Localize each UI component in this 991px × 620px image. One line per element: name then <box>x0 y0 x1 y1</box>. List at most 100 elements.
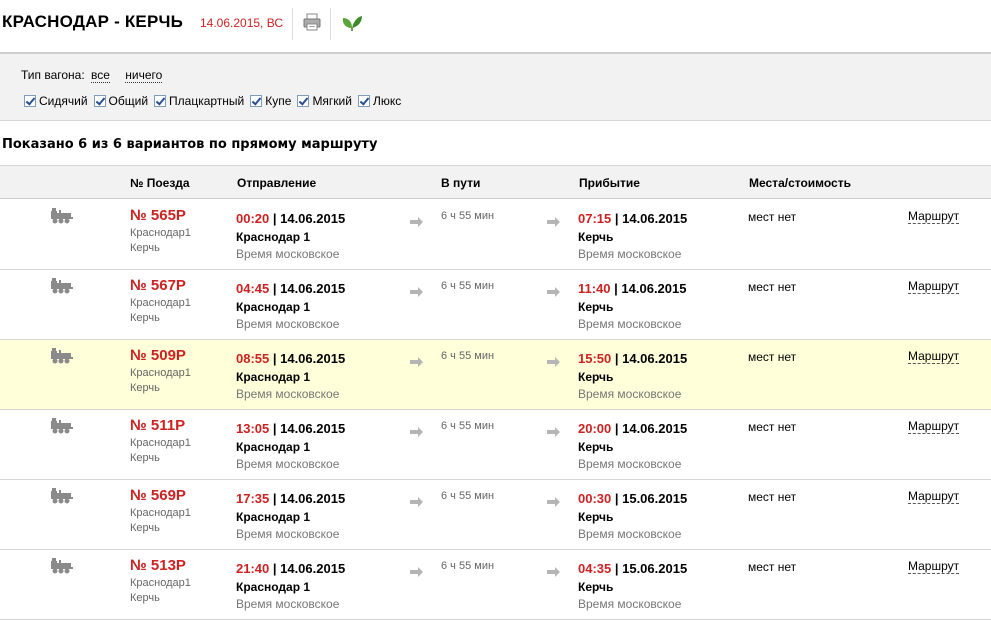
train-number[interactable]: № 513Р <box>130 557 186 574</box>
departure-time: 21:40 | 14.06.2015 <box>236 561 345 576</box>
arrow-right-icon <box>410 424 424 437</box>
checkbox-box[interactable] <box>250 95 263 107</box>
arrival-hour: 20:00 <box>578 421 612 436</box>
departure-hour: 17:35 <box>236 491 270 506</box>
checkbox-box[interactable] <box>154 95 167 107</box>
travel-duration: 6 ч 55 мин <box>441 280 495 292</box>
arrow-right-icon <box>547 354 561 367</box>
arrival-hour: 07:15 <box>578 211 612 226</box>
checkbox-lux[interactable]: Люкс <box>357 94 402 108</box>
car-type-checkboxes: Сидячий Общий Плацкартный Купе Мягкий Лю… <box>24 94 407 108</box>
arrow-right-icon <box>547 214 561 227</box>
table-row[interactable]: № 567Р Краснодар1 Керчь 04:45 | 14.06.20… <box>0 270 991 340</box>
route-link[interactable]: Маршрут <box>908 489 960 504</box>
arrow-right-icon <box>547 284 561 297</box>
arrival-timezone: Время московское <box>578 247 682 261</box>
train-number[interactable]: № 509Р <box>130 347 186 364</box>
places-status: мест нет <box>748 490 797 504</box>
col-train: № Поезда <box>130 176 190 190</box>
departure-timezone: Время московское <box>236 527 340 541</box>
arrow-right-icon <box>547 564 561 577</box>
checkbox-seated[interactable]: Сидячий <box>24 94 88 108</box>
table-row[interactable]: № 509Р Краснодар1 Керчь 08:55 | 14.06.20… <box>0 340 991 410</box>
departure-hour: 00:20 <box>236 211 270 226</box>
train-number[interactable]: № 511Р <box>130 417 186 434</box>
route-link[interactable]: Маршрут <box>908 209 960 224</box>
route-link[interactable]: Маршрут <box>908 559 960 574</box>
travel-duration: 6 ч 55 мин <box>441 490 495 502</box>
checkbox-label: Люкс <box>372 94 402 108</box>
arrival-time: 15:50 | 14.06.2015 <box>578 351 687 366</box>
arrival-date: | 14.06.2015 <box>611 351 688 366</box>
arrival-station: Керчь <box>578 230 614 244</box>
arrival-station: Керчь <box>578 580 614 594</box>
departure-date: | 14.06.2015 <box>269 421 346 436</box>
train-from: Краснодар1 <box>130 227 191 239</box>
route-link[interactable]: Маршрут <box>908 279 960 294</box>
route-date: 14.06.2015, ВС <box>200 16 283 30</box>
departure-hour: 21:40 <box>236 561 270 576</box>
train-from: Краснодар1 <box>130 297 191 309</box>
arrow-right-icon <box>547 494 561 507</box>
arrival-hour: 04:35 <box>578 561 612 576</box>
checkbox-label: Плацкартный <box>169 94 245 108</box>
checkbox-common[interactable]: Общий <box>93 94 148 108</box>
checkbox-label: Сидячий <box>39 94 88 108</box>
locomotive-icon <box>50 208 74 224</box>
checkbox-soft[interactable]: Мягкий <box>297 94 352 108</box>
departure-time: 04:45 | 14.06.2015 <box>236 281 345 296</box>
departure-station: Краснодар 1 <box>236 300 311 314</box>
arrival-time: 20:00 | 14.06.2015 <box>578 421 687 436</box>
locomotive-icon <box>50 488 74 504</box>
departure-station: Краснодар 1 <box>236 230 311 244</box>
col-places: Места/стоимость <box>749 176 851 190</box>
checkbox-coupe[interactable]: Купе <box>250 94 291 108</box>
locomotive-icon <box>50 348 74 364</box>
train-from: Краснодар1 <box>130 507 191 519</box>
train-from: Краснодар1 <box>130 437 191 449</box>
printer-icon[interactable] <box>302 12 322 32</box>
route-link[interactable]: Маршрут <box>908 349 960 364</box>
travel-duration: 6 ч 55 мин <box>441 210 495 222</box>
select-none-link[interactable]: ничего <box>125 68 163 83</box>
select-all-link[interactable]: все <box>91 68 110 83</box>
places-status: мест нет <box>748 210 797 224</box>
arrow-right-icon <box>410 284 424 297</box>
arrow-right-icon <box>547 424 561 437</box>
table-header: № Поезда Отправление В пути Прибытие Мес… <box>0 165 991 199</box>
checkbox-box[interactable] <box>357 95 370 107</box>
arrival-hour: 11:40 <box>578 281 611 296</box>
car-type-filter: Тип вагона: все ничего Сидячий Общий Пла… <box>0 52 991 121</box>
train-number[interactable]: № 567Р <box>130 277 186 294</box>
arrival-hour: 00:30 <box>578 491 612 506</box>
table-row[interactable]: № 511Р Краснодар1 Керчь 13:05 | 14.06.20… <box>0 410 991 480</box>
route-link[interactable]: Маршрут <box>908 419 960 434</box>
departure-station: Краснодар 1 <box>236 580 311 594</box>
locomotive-icon <box>50 278 74 294</box>
arrival-timezone: Время московское <box>578 317 682 331</box>
train-number[interactable]: № 569Р <box>130 487 186 504</box>
table-row[interactable]: № 569Р Краснодар1 Керчь 17:35 | 14.06.20… <box>0 480 991 550</box>
checkbox-box[interactable] <box>24 95 36 107</box>
filter-label: Тип вагона: <box>21 68 85 82</box>
leaf-icon[interactable] <box>340 12 364 32</box>
departure-time: 17:35 | 14.06.2015 <box>236 491 345 506</box>
checkbox-box[interactable] <box>93 95 106 107</box>
col-departure: Отправление <box>237 176 317 190</box>
checkbox-box[interactable] <box>297 95 310 107</box>
table-row[interactable]: № 565Р Краснодар1 Керчь 00:20 | 14.06.20… <box>0 200 991 270</box>
route-title: КРАСНОДАР - КЕРЧЬ <box>2 12 184 31</box>
arrow-right-icon <box>410 494 424 507</box>
places-status: мест нет <box>748 280 797 294</box>
train-to: Керчь <box>130 242 160 254</box>
col-duration: В пути <box>441 176 481 190</box>
departure-date: | 14.06.2015 <box>269 491 346 506</box>
train-number[interactable]: № 565Р <box>130 207 186 224</box>
arrow-right-icon <box>410 564 424 577</box>
arrival-time: 00:30 | 15.06.2015 <box>578 491 687 506</box>
train-from: Краснодар1 <box>130 577 191 589</box>
table-row[interactable]: № 513Р Краснодар1 Керчь 21:40 | 14.06.20… <box>0 550 991 620</box>
departure-station: Краснодар 1 <box>236 370 311 384</box>
arrival-station: Керчь <box>578 300 614 314</box>
checkbox-platzkart[interactable]: Плацкартный <box>154 94 244 108</box>
